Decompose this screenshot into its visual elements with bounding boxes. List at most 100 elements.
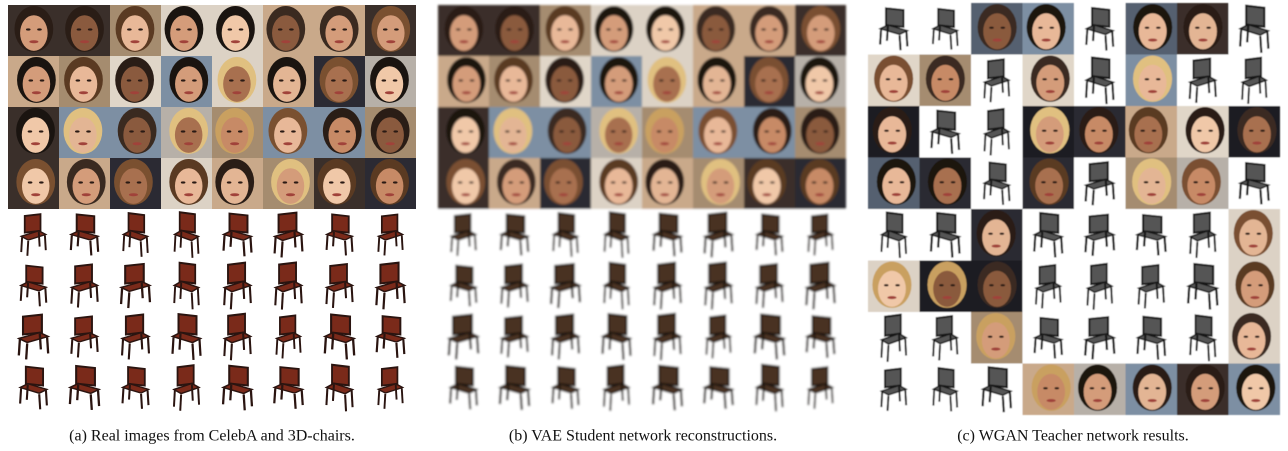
- chair-leg: [139, 241, 143, 257]
- eye: [1197, 129, 1202, 132]
- mouth: [232, 91, 242, 95]
- chair-leg: [659, 343, 663, 361]
- chair: [170, 312, 203, 360]
- eye: [667, 130, 673, 133]
- chair-back: [329, 262, 348, 285]
- chair-leg: [805, 337, 809, 353]
- chair-leg: [1187, 287, 1191, 304]
- chair-back: [1142, 213, 1163, 234]
- eye: [555, 181, 561, 184]
- chair: [600, 312, 633, 360]
- face: [70, 15, 99, 51]
- chair-leg: [753, 337, 758, 354]
- chair-leg: [377, 237, 381, 252]
- chair-leg: [1162, 340, 1167, 356]
- chair-leg: [1189, 237, 1193, 254]
- chair: [1237, 162, 1271, 205]
- chair: [702, 366, 735, 409]
- chair-leg: [1084, 186, 1088, 202]
- eye: [761, 28, 766, 31]
- chair-back: [227, 261, 247, 285]
- mouth: [230, 193, 240, 197]
- chair-leg: [1104, 283, 1107, 300]
- mouth: [940, 90, 950, 94]
- chair-leg: [723, 393, 727, 409]
- chair: [273, 261, 304, 310]
- chair-leg: [886, 231, 890, 248]
- chair-leg: [825, 282, 829, 300]
- chair-leg: [383, 240, 387, 256]
- chair-leg: [704, 288, 708, 306]
- face: [174, 168, 203, 204]
- chair-leg: [350, 286, 354, 303]
- eye: [758, 181, 764, 184]
- chair-leg: [711, 343, 715, 359]
- eye: [191, 130, 197, 133]
- eye: [1100, 387, 1106, 390]
- chair-leg: [281, 343, 285, 359]
- chair-leg: [280, 384, 284, 400]
- chair-leg: [395, 342, 399, 358]
- eye: [712, 181, 718, 184]
- face: [651, 15, 680, 51]
- eye: [610, 130, 616, 133]
- chair-leg: [761, 333, 765, 350]
- eye: [238, 181, 243, 184]
- eye: [331, 79, 336, 82]
- chair-leg: [1058, 287, 1062, 303]
- chair-leg: [955, 392, 959, 408]
- mouth: [386, 40, 396, 44]
- chair-leg: [300, 390, 304, 406]
- eye: [895, 284, 900, 287]
- mouth: [281, 40, 291, 44]
- chair-leg: [609, 231, 613, 248]
- chair-leg: [983, 134, 987, 152]
- eye: [180, 79, 186, 82]
- eye: [764, 130, 769, 133]
- mouth: [887, 296, 897, 300]
- face: [878, 270, 906, 307]
- chair: [69, 315, 100, 358]
- chair-leg: [949, 395, 953, 412]
- chair-back: [124, 313, 145, 336]
- eye: [1245, 232, 1250, 235]
- chair-back: [1194, 314, 1213, 337]
- chair-leg: [20, 237, 24, 253]
- mouth: [1148, 38, 1158, 42]
- chair-leg: [938, 25, 941, 41]
- chair-leg: [447, 339, 452, 356]
- mouth: [1246, 347, 1257, 351]
- eye: [559, 130, 564, 133]
- chair-leg: [293, 282, 297, 300]
- chair-leg: [620, 241, 624, 258]
- chair-leg: [949, 334, 953, 351]
- eye: [86, 130, 91, 133]
- chair: [118, 262, 153, 309]
- face: [376, 117, 404, 153]
- chair-back: [607, 312, 628, 336]
- mouth: [711, 40, 721, 44]
- eye: [75, 79, 81, 82]
- chair-leg: [525, 337, 529, 353]
- eye: [38, 130, 44, 133]
- mouth: [660, 40, 671, 44]
- chair-back: [937, 367, 955, 389]
- face: [272, 15, 300, 51]
- chair-leg: [506, 231, 510, 247]
- mouth: [1198, 38, 1208, 42]
- chair: [1032, 316, 1064, 359]
- chair: [931, 315, 960, 361]
- eye: [1248, 129, 1254, 132]
- face: [451, 117, 480, 153]
- chair-leg: [229, 384, 233, 401]
- chair-leg: [519, 282, 523, 299]
- chair: [1084, 56, 1116, 105]
- eye: [129, 130, 134, 133]
- chair: [16, 313, 51, 360]
- eye: [1208, 387, 1214, 390]
- chair-leg: [653, 339, 657, 357]
- chair-leg: [455, 343, 459, 360]
- face: [706, 168, 735, 204]
- chair-back: [1088, 316, 1110, 337]
- eye: [293, 181, 299, 184]
